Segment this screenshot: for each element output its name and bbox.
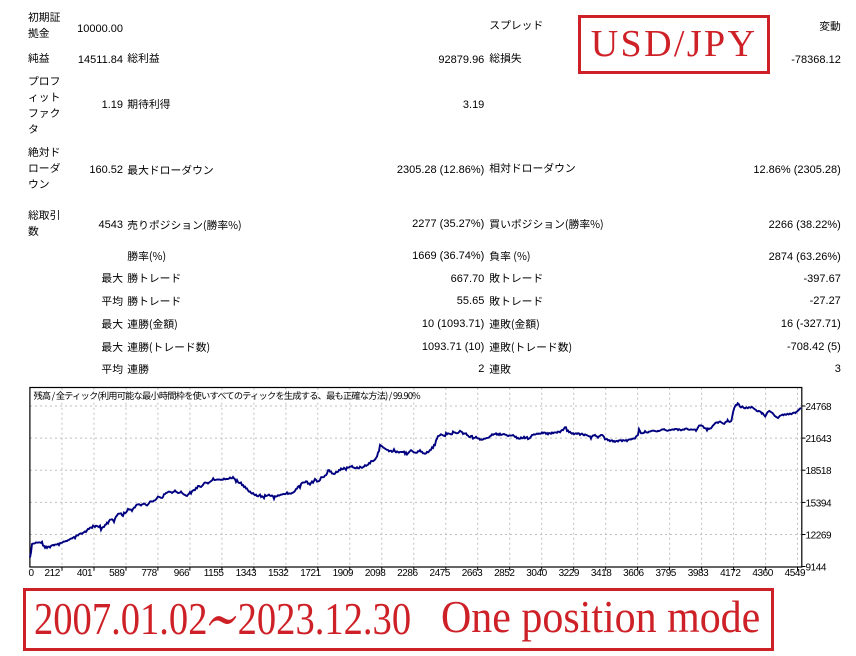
- svg-text:1343: 1343: [236, 568, 257, 579]
- svg-text:3229: 3229: [559, 568, 580, 579]
- svg-text:21643: 21643: [806, 434, 832, 445]
- svg-text:3418: 3418: [591, 568, 612, 579]
- svg-text:778: 778: [141, 568, 157, 579]
- svg-text:3983: 3983: [688, 568, 709, 579]
- svg-text:212: 212: [45, 568, 61, 579]
- svg-text:4549: 4549: [785, 568, 806, 579]
- svg-text:1155: 1155: [204, 568, 225, 579]
- svg-text:4360: 4360: [752, 568, 773, 579]
- svg-text:2286: 2286: [397, 568, 418, 579]
- svg-text:18518: 18518: [806, 466, 832, 477]
- svg-text:1532: 1532: [268, 568, 289, 579]
- svg-text:0: 0: [28, 568, 34, 579]
- svg-text:4172: 4172: [720, 568, 741, 579]
- svg-text:2098: 2098: [365, 568, 386, 579]
- svg-text:401: 401: [77, 568, 93, 579]
- svg-text:589: 589: [109, 568, 125, 579]
- svg-text:24768: 24768: [806, 402, 832, 413]
- svg-text:3795: 3795: [655, 568, 676, 579]
- svg-text:12269: 12269: [806, 531, 832, 542]
- svg-text:3606: 3606: [623, 568, 644, 579]
- svg-text:2663: 2663: [462, 568, 483, 579]
- svg-text:2852: 2852: [494, 568, 515, 579]
- svg-text:1721: 1721: [300, 568, 321, 579]
- svg-text:9144: 9144: [806, 563, 827, 574]
- svg-text:15394: 15394: [806, 498, 832, 509]
- svg-text:3040: 3040: [526, 568, 547, 579]
- svg-text:1909: 1909: [333, 568, 354, 579]
- svg-text:2475: 2475: [429, 568, 450, 579]
- svg-text:966: 966: [174, 568, 190, 579]
